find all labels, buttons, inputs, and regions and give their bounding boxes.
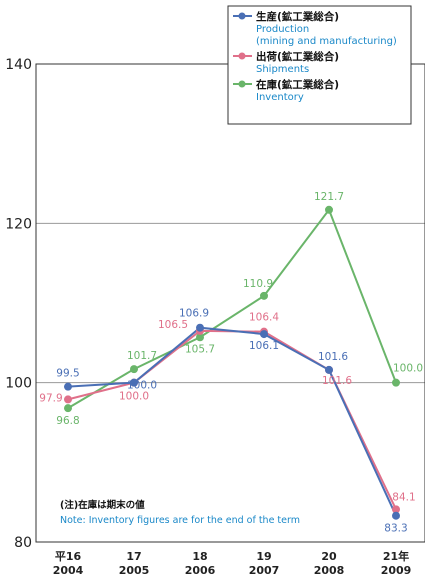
legend-swatch-marker: [238, 52, 246, 60]
data-point-inventory: [130, 365, 138, 374]
footnote-en: Note: Inventory figures are for the end …: [60, 515, 300, 526]
x-tick-label-jp: 平16: [55, 550, 82, 563]
legend: 生産(鉱工業総合)Production(mining and manufactu…: [227, 5, 412, 125]
data-label-shipments: 84.1: [392, 491, 415, 503]
data-label-inventory: 101.7: [127, 350, 157, 362]
data-point-production: [260, 330, 268, 339]
x-tick-label-jp: 18: [192, 550, 207, 563]
data-label-production: 106.1: [249, 340, 279, 352]
legend-box: [227, 5, 412, 125]
data-label-production: 101.6: [318, 351, 348, 363]
data-label-inventory: 96.8: [56, 415, 79, 427]
data-label-shipments: 101.6: [322, 375, 352, 387]
legend-label-jp: 在庫(鉱工業総合): [256, 78, 339, 91]
data-label-production: 99.5: [56, 368, 79, 380]
x-tick-label-jp: 17: [126, 550, 141, 563]
data-labels: 99.5 100.0 106.9 106.1 101.6 83.3 97.9 100.0 106…: [39, 191, 423, 535]
legend-label-en: Inventory: [256, 92, 304, 103]
data-label-production: 100.0: [127, 380, 157, 392]
legend-swatch-marker: [238, 12, 246, 20]
data-label-inventory: 121.7: [314, 191, 344, 203]
data-point-inventory: [196, 333, 204, 342]
data-point-inventory: [325, 205, 333, 214]
x-tick-label-jp: 20: [321, 550, 337, 563]
x-tick-label-year: 2008: [314, 564, 345, 575]
x-tick-label-year: 2007: [249, 564, 280, 575]
x-tick-label-year: 2009: [381, 564, 412, 575]
data-label-shipments: 97.9: [39, 392, 62, 404]
y-tick-label: 100: [5, 376, 32, 392]
series-lines: [67, 207, 397, 517]
series-line-inventory: [67, 207, 397, 410]
x-tick-label-year: 2006: [185, 564, 216, 575]
data-label-inventory: 100.0: [393, 363, 423, 375]
data-label-shipments: 106.5: [158, 319, 188, 331]
y-axis-ticks: 80 100 120 140: [5, 57, 32, 551]
data-point-shipments: [64, 395, 72, 404]
data-label-production: 83.3: [384, 523, 407, 535]
data-label-inventory: 105.7: [185, 343, 215, 355]
data-point-inventory: [260, 291, 268, 300]
data-point-production: [392, 511, 400, 520]
y-tick-label: 120: [5, 216, 32, 232]
x-tick-label-jp: 19: [256, 550, 271, 563]
data-label-shipments: 100.0: [119, 391, 149, 403]
legend-label-jp: 出荷(鉱工業総合): [256, 50, 339, 63]
y-tick-label: 140: [5, 57, 32, 73]
data-point-inventory: [392, 378, 400, 387]
legend-label-en: Production: [256, 24, 309, 35]
data-point-production: [64, 382, 72, 391]
legend-label-en: (mining and manufacturing): [256, 36, 397, 47]
legend-label-jp: 生産(鉱工業総合): [256, 10, 339, 23]
series-line-production: [67, 326, 397, 517]
x-tick-label-jp: 21年: [383, 549, 409, 563]
x-tick-label-year: 2004: [53, 564, 84, 575]
data-point-production: [325, 365, 333, 374]
plot-frame: [35, 63, 425, 543]
grid-lines: [36, 222, 425, 384]
y-tick-label: 80: [14, 535, 32, 551]
data-point-inventory: [64, 404, 72, 413]
footnote: (注)在庫は期末の値 Note: Inventory figures are f…: [60, 499, 300, 526]
legend-label-en: Shipments: [256, 64, 309, 75]
footnote-jp: (注)在庫は期末の値: [60, 499, 145, 511]
data-point-shipments: [392, 505, 400, 514]
legend-swatch-marker: [238, 80, 246, 88]
data-point-production: [130, 378, 138, 387]
series-points: [64, 205, 400, 520]
data-label-inventory: 110.9: [243, 278, 273, 290]
x-tick-label-year: 2005: [119, 564, 150, 575]
data-point-production: [196, 323, 204, 332]
data-label-production: 106.9: [179, 308, 209, 320]
data-label-shipments: 106.4: [249, 312, 279, 324]
